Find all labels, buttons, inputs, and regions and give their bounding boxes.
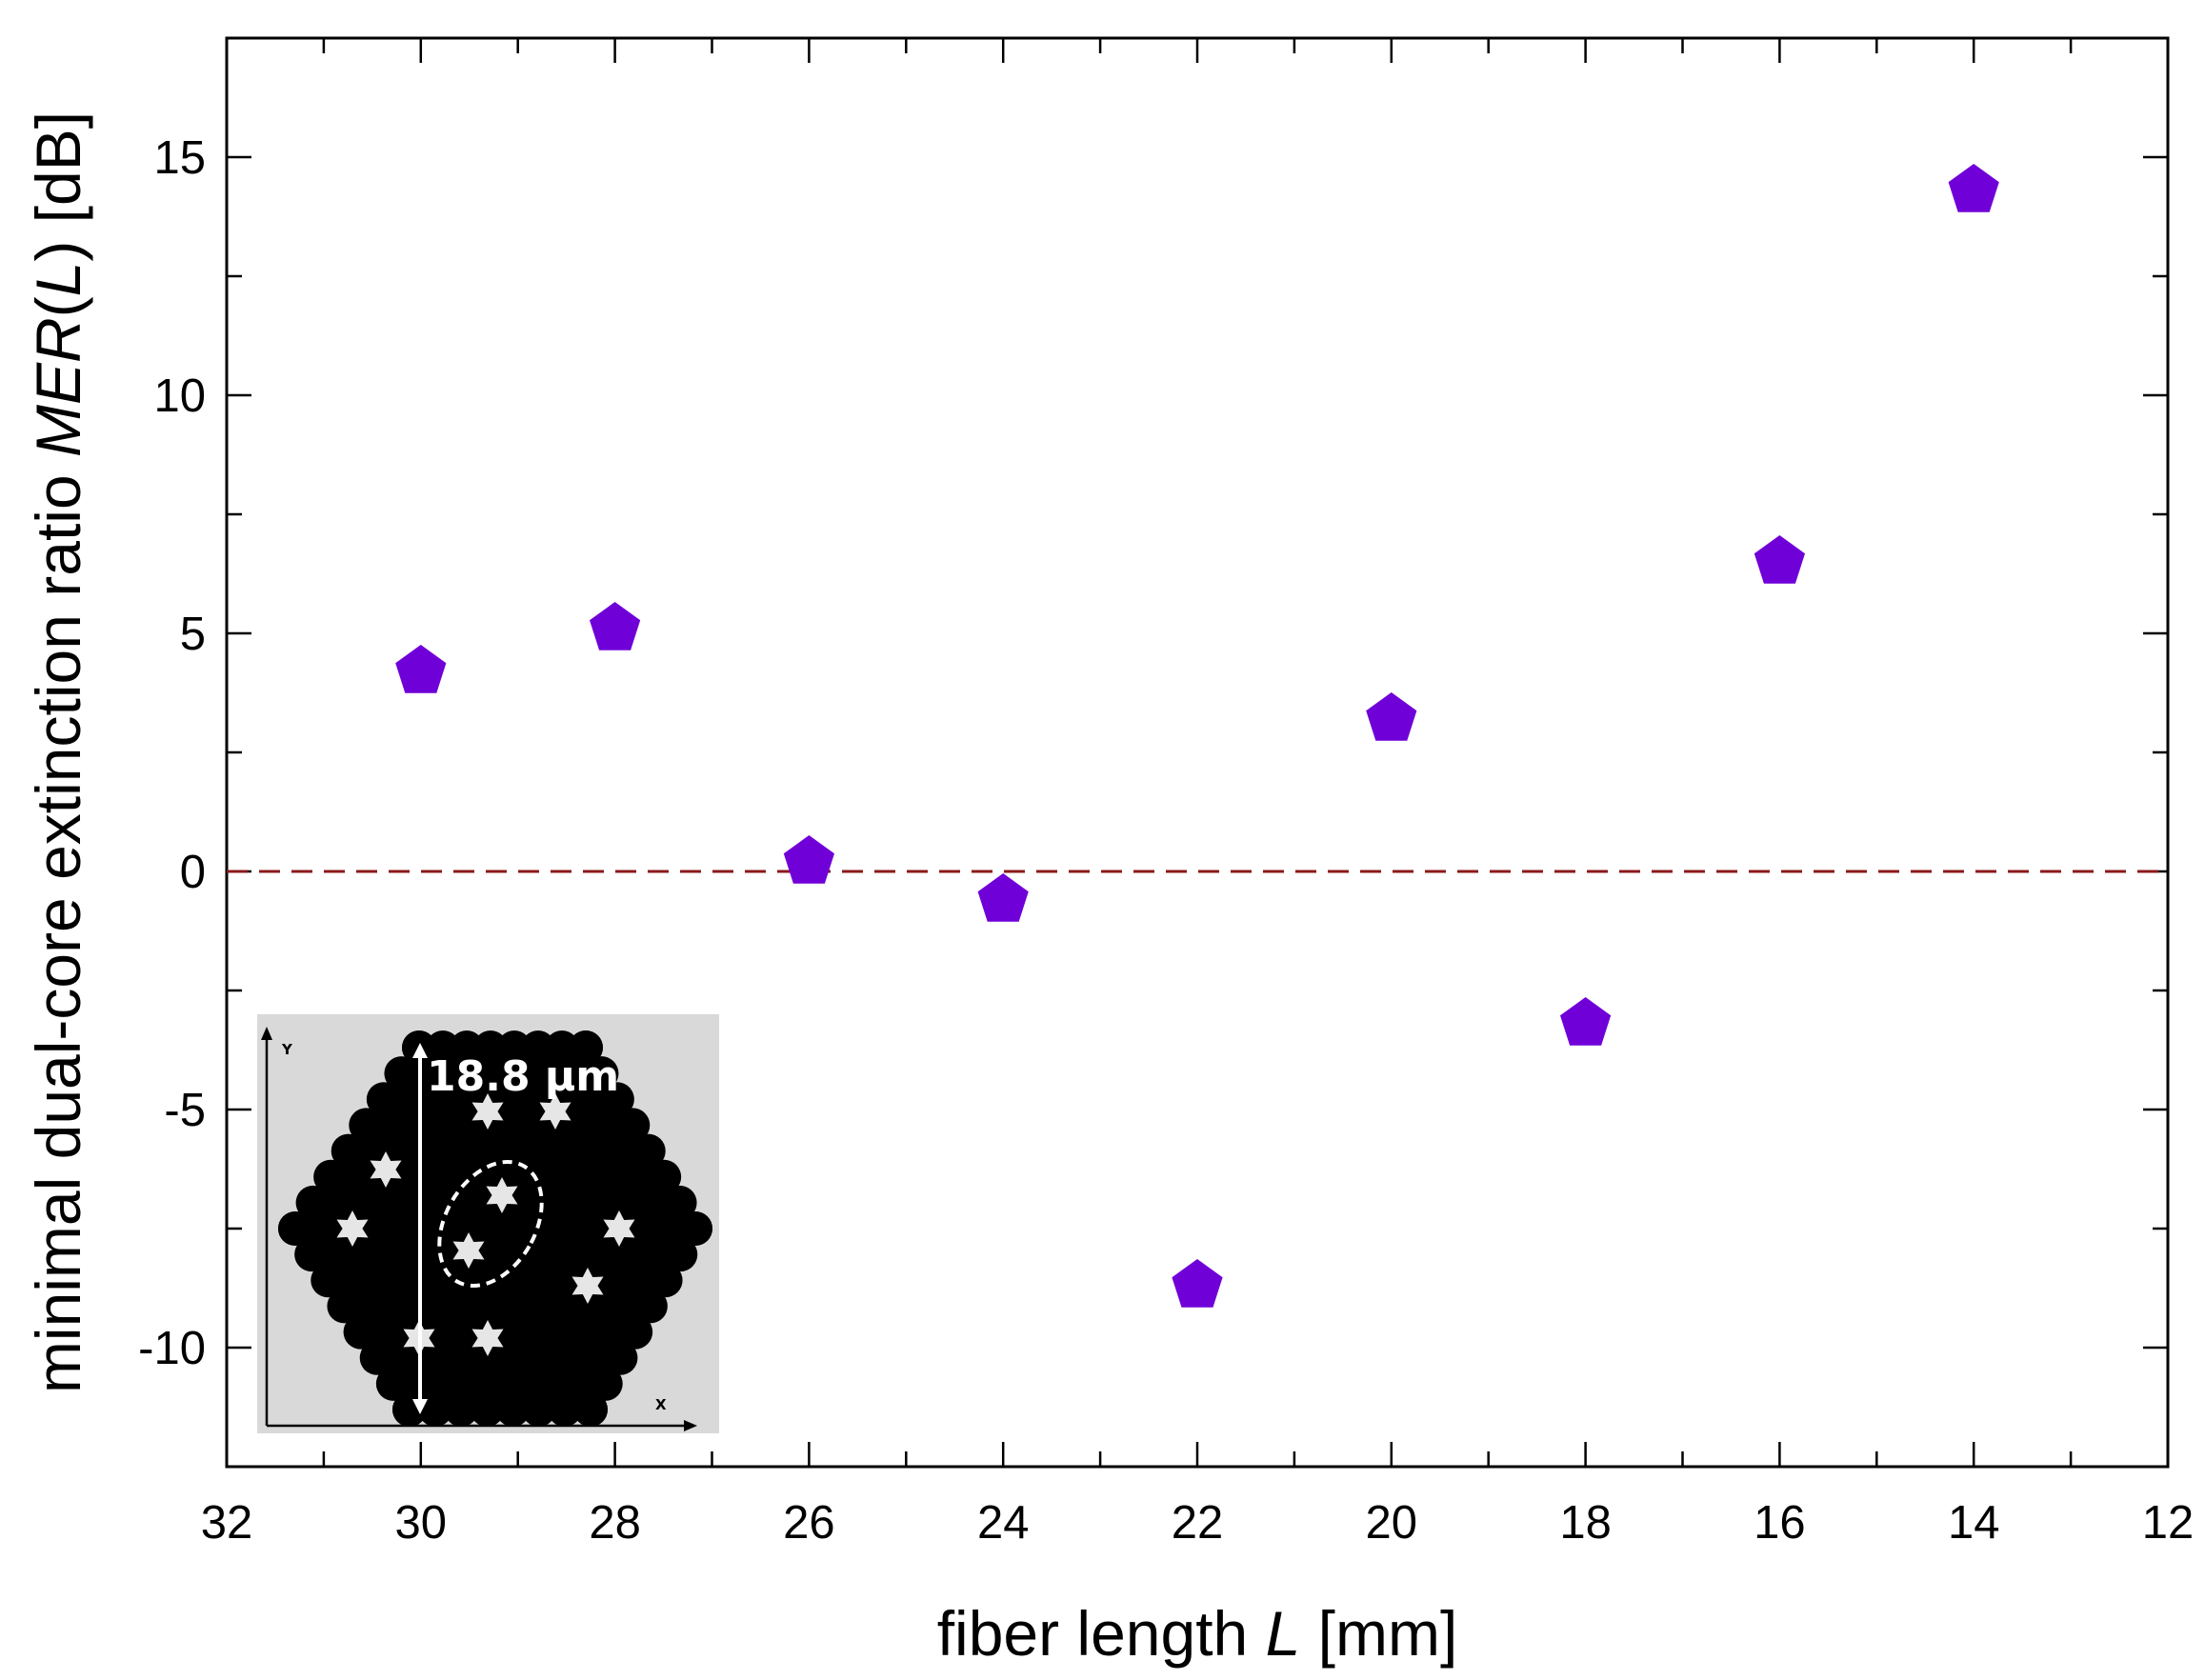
air-hole <box>452 1232 485 1269</box>
cladding-rim-bump <box>349 1108 384 1143</box>
cladding-rim-bump <box>495 1392 531 1427</box>
cladding-rim-bump <box>547 1392 582 1427</box>
x-tick-label: 28 <box>589 1497 641 1549</box>
cladding-rim-bump <box>343 1314 378 1350</box>
cladding-rim-bump <box>588 1366 623 1401</box>
data-point <box>395 645 447 693</box>
cladding-rim-bump <box>359 1340 394 1375</box>
cladding-rim-bump <box>450 1030 484 1065</box>
cladding-rim-bump <box>295 1185 331 1220</box>
cladding-rim-bump <box>573 1392 608 1427</box>
cladding-rim-bump <box>569 1030 603 1065</box>
y-tick-label: 10 <box>153 370 206 422</box>
y-axis-title: minimal dual-core extinction ratio MER(L… <box>23 111 93 1393</box>
cladding-rim-bump <box>632 1289 668 1324</box>
air-hole <box>539 1093 571 1130</box>
cladding-rim-bump <box>615 1108 651 1143</box>
cladding-rim-bump <box>470 1392 505 1427</box>
cladding-rim-bump <box>497 1030 531 1065</box>
y-tick-label: 0 <box>180 847 206 898</box>
cladding-rim-bump <box>473 1030 508 1065</box>
x-tick-label: 14 <box>1948 1497 2000 1549</box>
air-hole <box>471 1320 504 1356</box>
air-hole <box>370 1151 402 1188</box>
axis-ticks <box>225 36 2170 1467</box>
x-tick-label: 30 <box>395 1497 448 1549</box>
air-hole <box>571 1268 604 1304</box>
cladding-rim-bump <box>603 1340 638 1375</box>
cladding-rim-bump <box>313 1159 349 1194</box>
cladding-rim-bump <box>521 1392 556 1427</box>
cladding-rim-bump <box>444 1392 479 1427</box>
cladding-rim-bump <box>648 1263 683 1298</box>
air-hole <box>336 1210 369 1247</box>
y-tick-label: 15 <box>153 132 206 184</box>
y-tick-label: -10 <box>138 1323 206 1374</box>
x-tick-label: 32 <box>201 1497 253 1549</box>
air-hole <box>603 1210 635 1247</box>
y-tick-label: 5 <box>180 609 206 660</box>
scale-label: 18.8 µm <box>427 1052 619 1101</box>
cladding-rim-bump <box>384 1056 419 1091</box>
cladding-rim-bump <box>311 1263 346 1298</box>
data-point <box>1560 997 1612 1046</box>
fiber-cladding <box>295 1048 695 1410</box>
data-point <box>977 873 1029 922</box>
data-point <box>1366 692 1417 741</box>
data-point <box>1948 164 1999 212</box>
data-point <box>590 602 641 650</box>
dual-core-marker-ellipse <box>437 1159 544 1289</box>
cladding-rim-bump <box>327 1289 362 1324</box>
data-point <box>1754 535 1805 584</box>
cladding-rim-bump <box>599 1082 634 1117</box>
inset-y-axis-label: Y <box>281 1041 293 1058</box>
x-tick-label: 26 <box>783 1497 835 1549</box>
cladding-rim-bump <box>521 1030 555 1065</box>
cladding-rim-bump <box>584 1056 619 1091</box>
x-tick-label: 16 <box>1754 1497 1806 1549</box>
x-tick-label: 12 <box>2142 1497 2195 1549</box>
x-axis-title: fiber length L [mm] <box>937 1598 1458 1669</box>
scale-bar-bottom-arrow <box>412 1399 428 1414</box>
cladding-rim-bump <box>631 1133 666 1169</box>
cladding-rim-bump <box>678 1211 712 1246</box>
y-tick-label: -5 <box>164 1085 206 1136</box>
cladding-rim-bump <box>662 1185 697 1220</box>
x-tick-label: 22 <box>1172 1497 1224 1549</box>
fiber-cross-section-inset: 18.8 µm Y X <box>257 1014 719 1433</box>
cladding-rim-bump <box>278 1211 312 1246</box>
inset-x-axis-label: X <box>655 1396 667 1413</box>
cladding-rim-bump <box>375 1366 411 1401</box>
cladding-rim-bump <box>663 1237 698 1272</box>
data-point <box>1172 1259 1223 1308</box>
x-tick-label: 18 <box>1559 1497 1612 1549</box>
cladding-rim-bump <box>366 1082 401 1117</box>
x-tick-label: 20 <box>1366 1497 1418 1549</box>
x-tick-label: 24 <box>977 1497 1030 1549</box>
cladding-rim-bump <box>331 1133 366 1169</box>
cladding-rim-bump <box>294 1237 330 1272</box>
air-hole <box>486 1177 518 1213</box>
data-points <box>395 164 1999 1308</box>
tick-labels: 32 30 28 26 24 22 20 18 16 14 12 15 10 5 0 -5 -10 <box>138 132 2194 1549</box>
air-hole <box>471 1093 504 1130</box>
scale-bar-top-arrow <box>412 1043 428 1058</box>
inset-y-arrow-head <box>261 1027 272 1040</box>
cladding-rim-bump <box>418 1392 453 1427</box>
cladding-rim-bump <box>545 1030 579 1065</box>
inset-x-arrow-head <box>684 1420 697 1431</box>
cladding-rim-bump <box>647 1159 682 1194</box>
cladding-rim-bump <box>618 1314 653 1350</box>
data-point <box>783 835 834 884</box>
cladding-rim-bump <box>426 1030 460 1065</box>
